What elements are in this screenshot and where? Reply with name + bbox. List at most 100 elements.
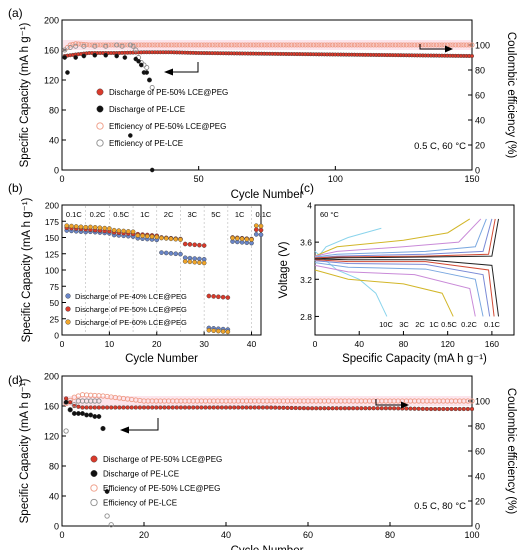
efficiency-peg-point xyxy=(354,42,360,48)
x-tick-label: 0 xyxy=(59,530,64,540)
efficiency-peg-point xyxy=(447,42,453,48)
discharge-peg-point xyxy=(359,406,364,411)
efficiency-band xyxy=(63,40,471,50)
rate-point-pe60 xyxy=(253,223,259,228)
efficiency-peg-point xyxy=(73,41,79,47)
efficiency-peg-point xyxy=(316,42,322,48)
discharge-peg-point xyxy=(109,405,114,410)
y-axis-label: Specific Capacity (mA h g⁻¹) xyxy=(19,378,31,523)
discharge-lce-point xyxy=(144,70,150,75)
efficiency-peg-point xyxy=(138,42,144,48)
y2-tick-label: 100 xyxy=(475,41,490,51)
legend-entry: Discharge of PE-60% LCE@PEG xyxy=(75,318,187,327)
legend-marker-rate xyxy=(65,306,71,312)
efficiency-peg-point xyxy=(327,42,333,48)
legend-marker-peg-discharge xyxy=(96,88,104,96)
efficiency-peg-point xyxy=(256,42,262,48)
discharge-peg-point xyxy=(375,406,380,411)
y-tick-label: 100 xyxy=(45,266,59,276)
discharge-peg-point xyxy=(104,405,110,410)
discharge-peg-point xyxy=(342,406,347,411)
rate-point-pe60 xyxy=(211,328,216,334)
efficiency-peg-point xyxy=(84,42,90,48)
efficiency-lce-point xyxy=(103,43,109,49)
y2-tick-label: 40 xyxy=(475,472,485,482)
discharge-peg-point xyxy=(449,406,454,412)
efficiency-peg-point xyxy=(133,42,139,48)
efficiency-peg-point xyxy=(228,42,235,48)
efficiency-peg-point xyxy=(463,42,470,48)
efficiency-peg-point xyxy=(379,42,385,48)
efficiency-peg-point xyxy=(226,42,232,48)
rate-point-pe50 xyxy=(220,294,226,300)
efficiency-peg-point xyxy=(381,42,388,48)
efficiency-lce-point xyxy=(92,43,98,49)
discharge-peg-point xyxy=(129,405,134,410)
y-axis-label: Voltage (V) xyxy=(278,241,290,298)
discharge-peg-point xyxy=(199,405,204,410)
efficiency-peg-point xyxy=(237,42,243,48)
panel-d: 02040608010004080120160200Cycle NumberSp… xyxy=(8,372,517,550)
charge-curve xyxy=(314,218,496,259)
discharge-peg-point xyxy=(293,405,298,411)
efficiency-peg-point xyxy=(371,42,377,48)
efficiency-peg-point xyxy=(264,42,270,48)
discharge-curve xyxy=(314,262,484,317)
rate-point-pe60 xyxy=(197,260,202,265)
efficiency-peg-point xyxy=(204,42,210,48)
discharge-peg-point xyxy=(318,406,323,411)
efficiency-peg-point xyxy=(89,42,95,48)
charge-curve xyxy=(314,218,482,257)
efficiency-peg-point xyxy=(420,42,426,48)
efficiency-lce-point xyxy=(67,44,73,51)
rate-point-pe60 xyxy=(126,229,131,234)
discharge-peg-point xyxy=(125,405,130,410)
y2-tick-label: 40 xyxy=(475,116,485,126)
discharge-lce-point xyxy=(122,55,128,60)
efficiency-peg-point xyxy=(395,42,401,48)
discharge-peg-point xyxy=(408,406,413,411)
discharge-peg-point xyxy=(195,405,200,410)
rate-point-pe60 xyxy=(69,223,74,229)
efficiency-peg-point xyxy=(155,42,161,48)
rate-label: 1C xyxy=(140,210,150,219)
efficiency-lce-point xyxy=(144,64,150,71)
efficiency-peg-point xyxy=(100,42,106,48)
efficiency-peg-point xyxy=(81,41,87,48)
y-tick-label: 120 xyxy=(44,432,59,442)
efficiency-peg-point xyxy=(398,42,404,48)
rate-point-pe60 xyxy=(182,259,188,264)
rate-point-pe60 xyxy=(149,234,155,239)
efficiency-peg-point xyxy=(360,42,366,48)
discharge-peg-point xyxy=(469,406,475,412)
discharge-peg-point xyxy=(277,405,282,410)
discharge-lce-point xyxy=(147,77,152,83)
efficiency-peg-point xyxy=(362,42,368,48)
y2-tick-label: 80 xyxy=(475,422,485,432)
discharge-peg-point xyxy=(211,405,216,410)
rate-point-pe40 xyxy=(173,251,179,257)
y-tick-label: 0 xyxy=(54,522,59,532)
discharge-peg-point xyxy=(174,405,179,410)
discharge-peg-point xyxy=(178,405,183,410)
rate-point-pe50 xyxy=(197,242,202,248)
discharge-peg-point xyxy=(191,405,196,410)
efficiency-peg-point xyxy=(349,42,355,48)
discharge-lce-point xyxy=(76,411,81,416)
discharge-peg-point xyxy=(330,406,335,411)
rate-point-pe40 xyxy=(159,250,164,255)
discharge-lce-point xyxy=(73,55,78,60)
rate-point-pe60 xyxy=(111,227,117,233)
efficiency-peg-point xyxy=(324,42,330,48)
y-tick-label: 0 xyxy=(54,166,59,176)
discharge-lce-point xyxy=(92,52,98,58)
discharge-peg-point xyxy=(162,405,167,410)
rate-label: 0.1C xyxy=(66,210,82,219)
rate-point-pe60 xyxy=(239,236,245,242)
y-tick-label: 75 xyxy=(50,282,60,292)
rate-point-pe60 xyxy=(230,235,235,241)
discharge-lce-point xyxy=(96,414,102,419)
rate-point-pe60 xyxy=(144,233,150,239)
